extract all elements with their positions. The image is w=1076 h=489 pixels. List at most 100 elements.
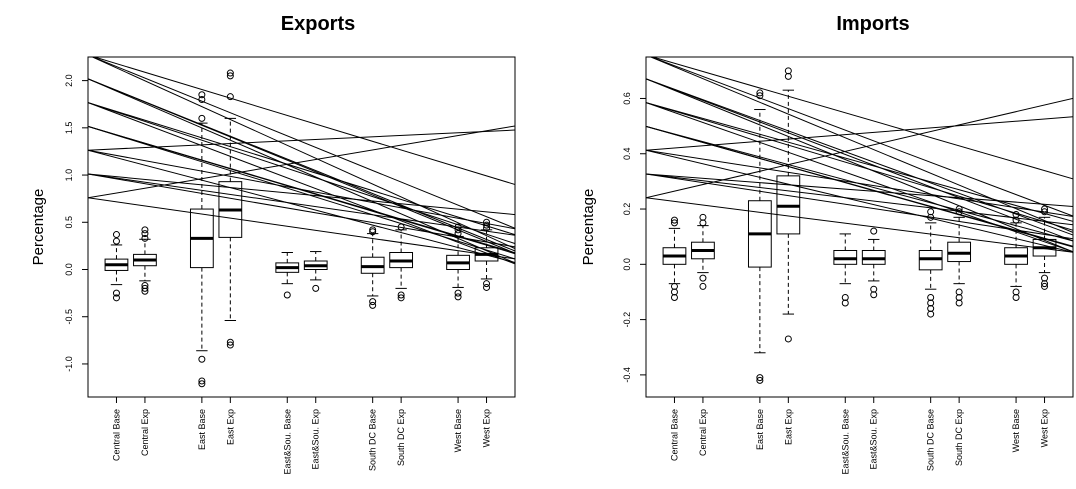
connector-line [646, 173, 1073, 207]
connector-line [651, 57, 1073, 180]
y-tick-label: 1.0 [64, 169, 74, 182]
outlier-point [112, 231, 120, 239]
connector-line [88, 102, 515, 265]
plot-frame [87, 56, 516, 398]
connector-line [646, 116, 1073, 151]
outlier-point [454, 289, 462, 297]
y-axis-label: Percentage [30, 189, 47, 266]
chart-title: Exports [281, 13, 355, 35]
x-tick-label: East Base [197, 409, 207, 450]
outlier-point [283, 291, 291, 299]
connector-line [646, 125, 1073, 247]
x-tick-label: South DC Base [368, 409, 378, 471]
box-3 [747, 89, 772, 384]
plot-clip-group [646, 57, 1073, 384]
connector-line [91, 57, 515, 250]
connector-line [91, 57, 515, 229]
connector-line [646, 102, 1073, 253]
x-tick-label: East&Sou. Exp [311, 409, 321, 470]
outlier-point [955, 299, 963, 307]
y-tick-label: 0.6 [622, 92, 632, 105]
outlier-point [112, 294, 120, 302]
connector-line [646, 102, 1073, 222]
outlier-point [927, 310, 935, 318]
outlier-point [483, 280, 491, 288]
outlier-point [454, 293, 462, 301]
outlier-point [670, 293, 678, 301]
outlier-point [198, 380, 206, 388]
outlier-point [141, 230, 149, 238]
connector-line [88, 197, 515, 260]
outlier-point [699, 282, 707, 290]
connector-line [88, 102, 515, 245]
outlier-point [226, 341, 234, 349]
outlier-point [756, 374, 764, 382]
box-2 [691, 213, 715, 290]
x-tick-label: East Exp [225, 409, 235, 445]
y-tick-label: 0.0 [64, 263, 74, 276]
box-7 [360, 226, 385, 309]
y-tick-label: 2.0 [64, 74, 74, 87]
x-tick-label: East&Sou. Base [840, 409, 850, 475]
outlier-point [1041, 280, 1049, 288]
connector-line [646, 197, 1073, 253]
outlier-point [670, 216, 678, 224]
outlier-point [699, 213, 707, 221]
x-tick-label: South DC Base [926, 409, 936, 471]
connector-line [649, 57, 1073, 233]
outlier-point [226, 72, 234, 80]
x-tick-label: South DC Exp [396, 409, 406, 466]
connector-line [646, 173, 1073, 240]
x-tick-label: West Base [1011, 409, 1021, 452]
y-tick-label: -0.4 [622, 367, 632, 383]
y-tick-label: 0.5 [64, 216, 74, 229]
outlier-point [483, 218, 491, 226]
connector-line [88, 125, 515, 260]
connector-line [646, 149, 1073, 253]
connector-line [646, 149, 1073, 218]
box-6 [303, 251, 328, 292]
connector-line [88, 149, 515, 264]
outlier-point [369, 298, 377, 306]
box-4 [218, 69, 243, 349]
outlier-point [841, 299, 849, 307]
connector-line [88, 78, 515, 264]
connector-line [88, 173, 515, 248]
outlier-point [756, 92, 764, 100]
connector-line [646, 78, 1073, 242]
connector-line [88, 149, 515, 230]
x-tick-label: West Exp [482, 409, 492, 447]
chart-title: Imports [836, 13, 909, 35]
outlier-point [784, 335, 792, 343]
outlier-point [397, 294, 405, 302]
box-7 [918, 208, 943, 318]
y-tick-label: -0.5 [64, 309, 74, 325]
box-1 [662, 216, 687, 301]
connector-line [88, 102, 515, 236]
x-tick-label: South DC Exp [954, 409, 964, 466]
connector-line [88, 78, 515, 252]
connector-line [646, 78, 1073, 253]
y-tick-label: -0.2 [622, 312, 632, 328]
box-5 [833, 233, 858, 307]
outlier-point [226, 69, 234, 77]
connector-line [646, 125, 1073, 242]
x-tick-label: Central Exp [698, 409, 708, 456]
outlier-point [369, 301, 377, 309]
connector-line [88, 125, 515, 199]
imports-panel: Imports Percentage -0.4 -0.2 0.0 0.2 0.4 0.6 C… [580, 13, 1074, 475]
outlier-point [198, 377, 206, 385]
outlier-point [198, 355, 206, 363]
connector-line [88, 125, 515, 255]
x-tick-label: East Base [755, 409, 765, 450]
exports-panel: Exports Percentage -1.0 -0.5 0.0 0.5 1.0 1.5 2… [30, 13, 516, 475]
box-9 [1004, 211, 1028, 301]
outlier-point [141, 234, 149, 242]
connector-line [88, 129, 515, 151]
box-8 [947, 205, 972, 307]
connector-line [646, 102, 1073, 231]
y-tick-label: 0.0 [622, 258, 632, 271]
connector-line [88, 173, 515, 236]
x-tick-label: West Base [453, 409, 463, 452]
outlier-point [870, 227, 878, 235]
